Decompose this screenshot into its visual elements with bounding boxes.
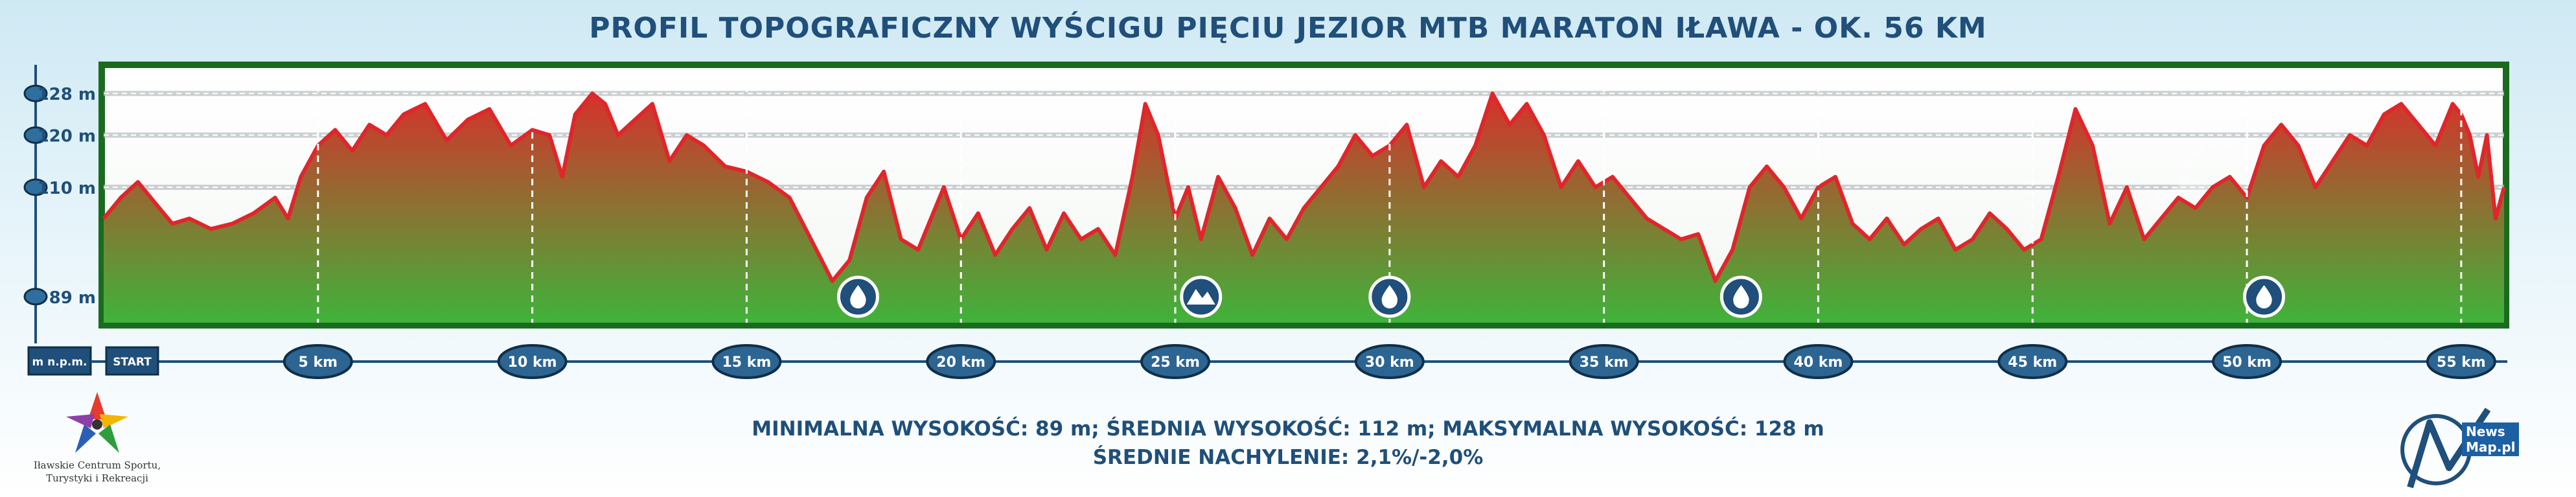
y-tick-dot: [23, 126, 48, 144]
stats-block: MINIMALNA WYSOKOŚĆ: 89 m; ŚREDNIA WYSOKO…: [0, 415, 2576, 472]
x-tick-label: 55 km: [2437, 354, 2486, 371]
water-drop-icon: [1719, 275, 1762, 318]
y-tick-dot: [23, 288, 48, 306]
newsmap-text-2: Map.pl: [2466, 439, 2516, 455]
logo-caption-2: Turystyki i Rekreacji: [46, 472, 148, 484]
x-tick-badge: [1140, 344, 1211, 379]
mountains-icon: [1180, 275, 1223, 318]
x-axis: START 5 km 10 km 15 km 20 km 25 km 30 km 35 km 4…: [91, 344, 2507, 379]
drop-glyph: [1381, 285, 1398, 308]
x-tick-badge: [1569, 344, 1639, 379]
x-tick-label: 15 km: [722, 354, 771, 371]
x-tick-badge: [282, 344, 353, 379]
icstir-logo: Iławskie Centrum Sportu, Turystyki i Rek…: [26, 389, 168, 492]
unit-box: [27, 346, 92, 376]
km-marker-lines: [317, 74, 2463, 323]
water-drop-icon: [1368, 275, 1411, 318]
annotation-icons: [836, 275, 2285, 318]
x-tick-label: 30 km: [1365, 354, 1414, 371]
water-drop-icon: [836, 275, 879, 318]
star-logo-icon: [66, 392, 128, 453]
mountain-glyph: [1186, 289, 1215, 305]
x-tick-badge: [926, 344, 996, 379]
y-axis: 89 m 110 m 120 m 128 m m n.p.m.: [23, 65, 96, 376]
drop-glyph: [2256, 285, 2272, 308]
x-tick-badge: [1997, 344, 2068, 379]
x-tick-label: 10 km: [508, 354, 557, 371]
x-tick-badge: [2426, 344, 2496, 379]
y-tick-label: 128 m: [38, 85, 96, 104]
x-tick-label: 35 km: [1580, 354, 1629, 371]
y-tick-dot: [23, 84, 48, 102]
x-tick-label: 20 km: [936, 354, 985, 371]
elevation-profile-chart: WYŚCIGPIĘCIUJEZIORMTB MARATONWYŚCIGPIĘCI…: [23, 62, 2509, 379]
x-tick-label: 25 km: [1151, 354, 1200, 371]
logo-caption-1: Iławskie Centrum Sportu,: [33, 459, 161, 471]
x-tick-badge: [2212, 344, 2283, 379]
start-box: [105, 346, 159, 376]
x-tick-label: 50 km: [2222, 354, 2271, 371]
newsmap-logo: News Map.pl: [2391, 403, 2520, 494]
x-tick-badge: [1354, 344, 1425, 379]
newsmap-text-1: News: [2466, 424, 2505, 439]
drop-glyph: [850, 285, 866, 308]
x-tick-label: 40 km: [1794, 354, 1843, 371]
y-tick-label: 120 m: [38, 127, 96, 146]
y-tick-dot: [23, 178, 48, 196]
y-tick-label: 89 m: [49, 288, 96, 308]
y-tick-label: 110 m: [38, 179, 96, 198]
y-unit-label: m n.p.m.: [32, 356, 87, 369]
start-label: START: [113, 356, 152, 369]
x-tick-label: 5 km: [299, 354, 338, 371]
page-title: PROFIL TOPOGRAFICZNY WYŚCIGU PIĘCIU JEZI…: [589, 12, 1987, 45]
elevation-line: [102, 91, 2506, 283]
stats-line-slope: ŚREDNIE NACHYLENIE: 2,1%/-2,0%: [1092, 446, 1484, 469]
x-tick-badge: [497, 344, 568, 379]
water-drop-icon: [2243, 275, 2285, 318]
drop-glyph: [1733, 285, 1749, 308]
elevation-area: [104, 93, 2504, 323]
x-tick-badge: [711, 344, 782, 379]
x-tick-badge: [1783, 344, 1854, 379]
x-tick-label: 45 km: [2008, 354, 2057, 371]
stats-line-elevation: MINIMALNA WYSOKOŚĆ: 89 m; ŚREDNIA WYSOKO…: [752, 417, 1824, 441]
